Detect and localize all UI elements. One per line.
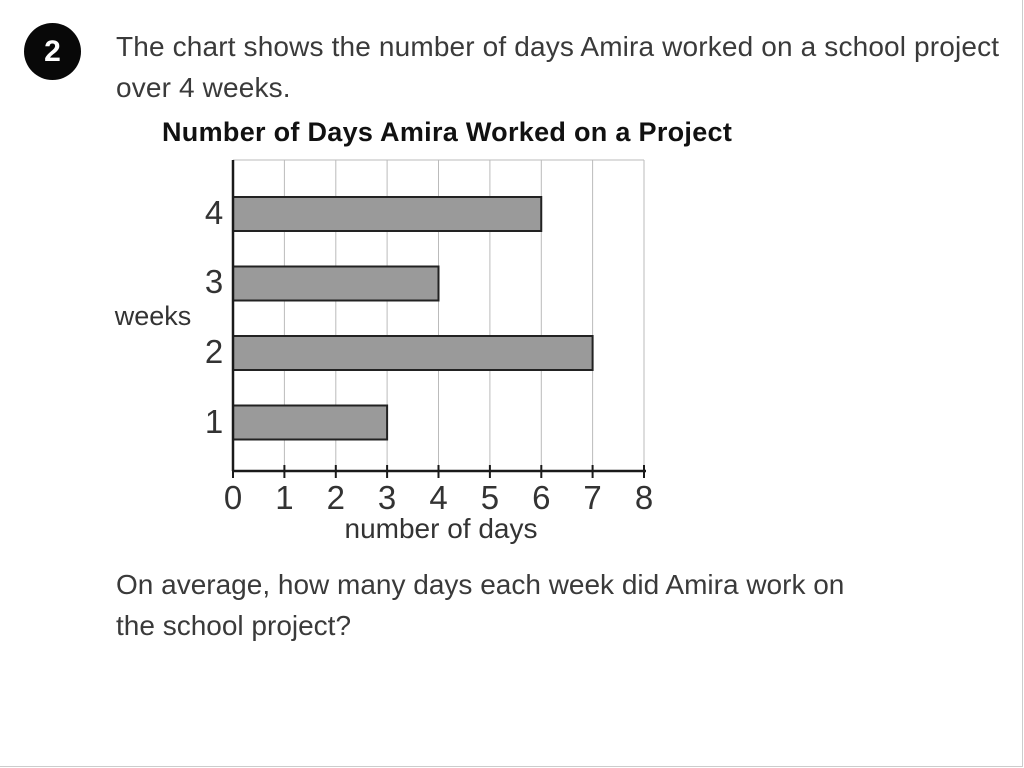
svg-text:3: 3 bbox=[205, 263, 223, 300]
svg-text:7: 7 bbox=[583, 479, 601, 516]
svg-text:8: 8 bbox=[635, 479, 653, 516]
svg-text:4: 4 bbox=[205, 194, 223, 231]
svg-text:4: 4 bbox=[429, 479, 447, 516]
svg-text:3: 3 bbox=[378, 479, 396, 516]
svg-text:1: 1 bbox=[275, 479, 293, 516]
svg-text:2: 2 bbox=[205, 333, 223, 370]
svg-text:weeks: weeks bbox=[114, 301, 192, 331]
svg-text:0: 0 bbox=[224, 479, 242, 516]
svg-text:number of days: number of days bbox=[345, 513, 538, 544]
svg-text:2: 2 bbox=[327, 479, 345, 516]
svg-text:6: 6 bbox=[532, 479, 550, 516]
svg-text:5: 5 bbox=[481, 479, 499, 516]
svg-text:1: 1 bbox=[205, 403, 223, 440]
